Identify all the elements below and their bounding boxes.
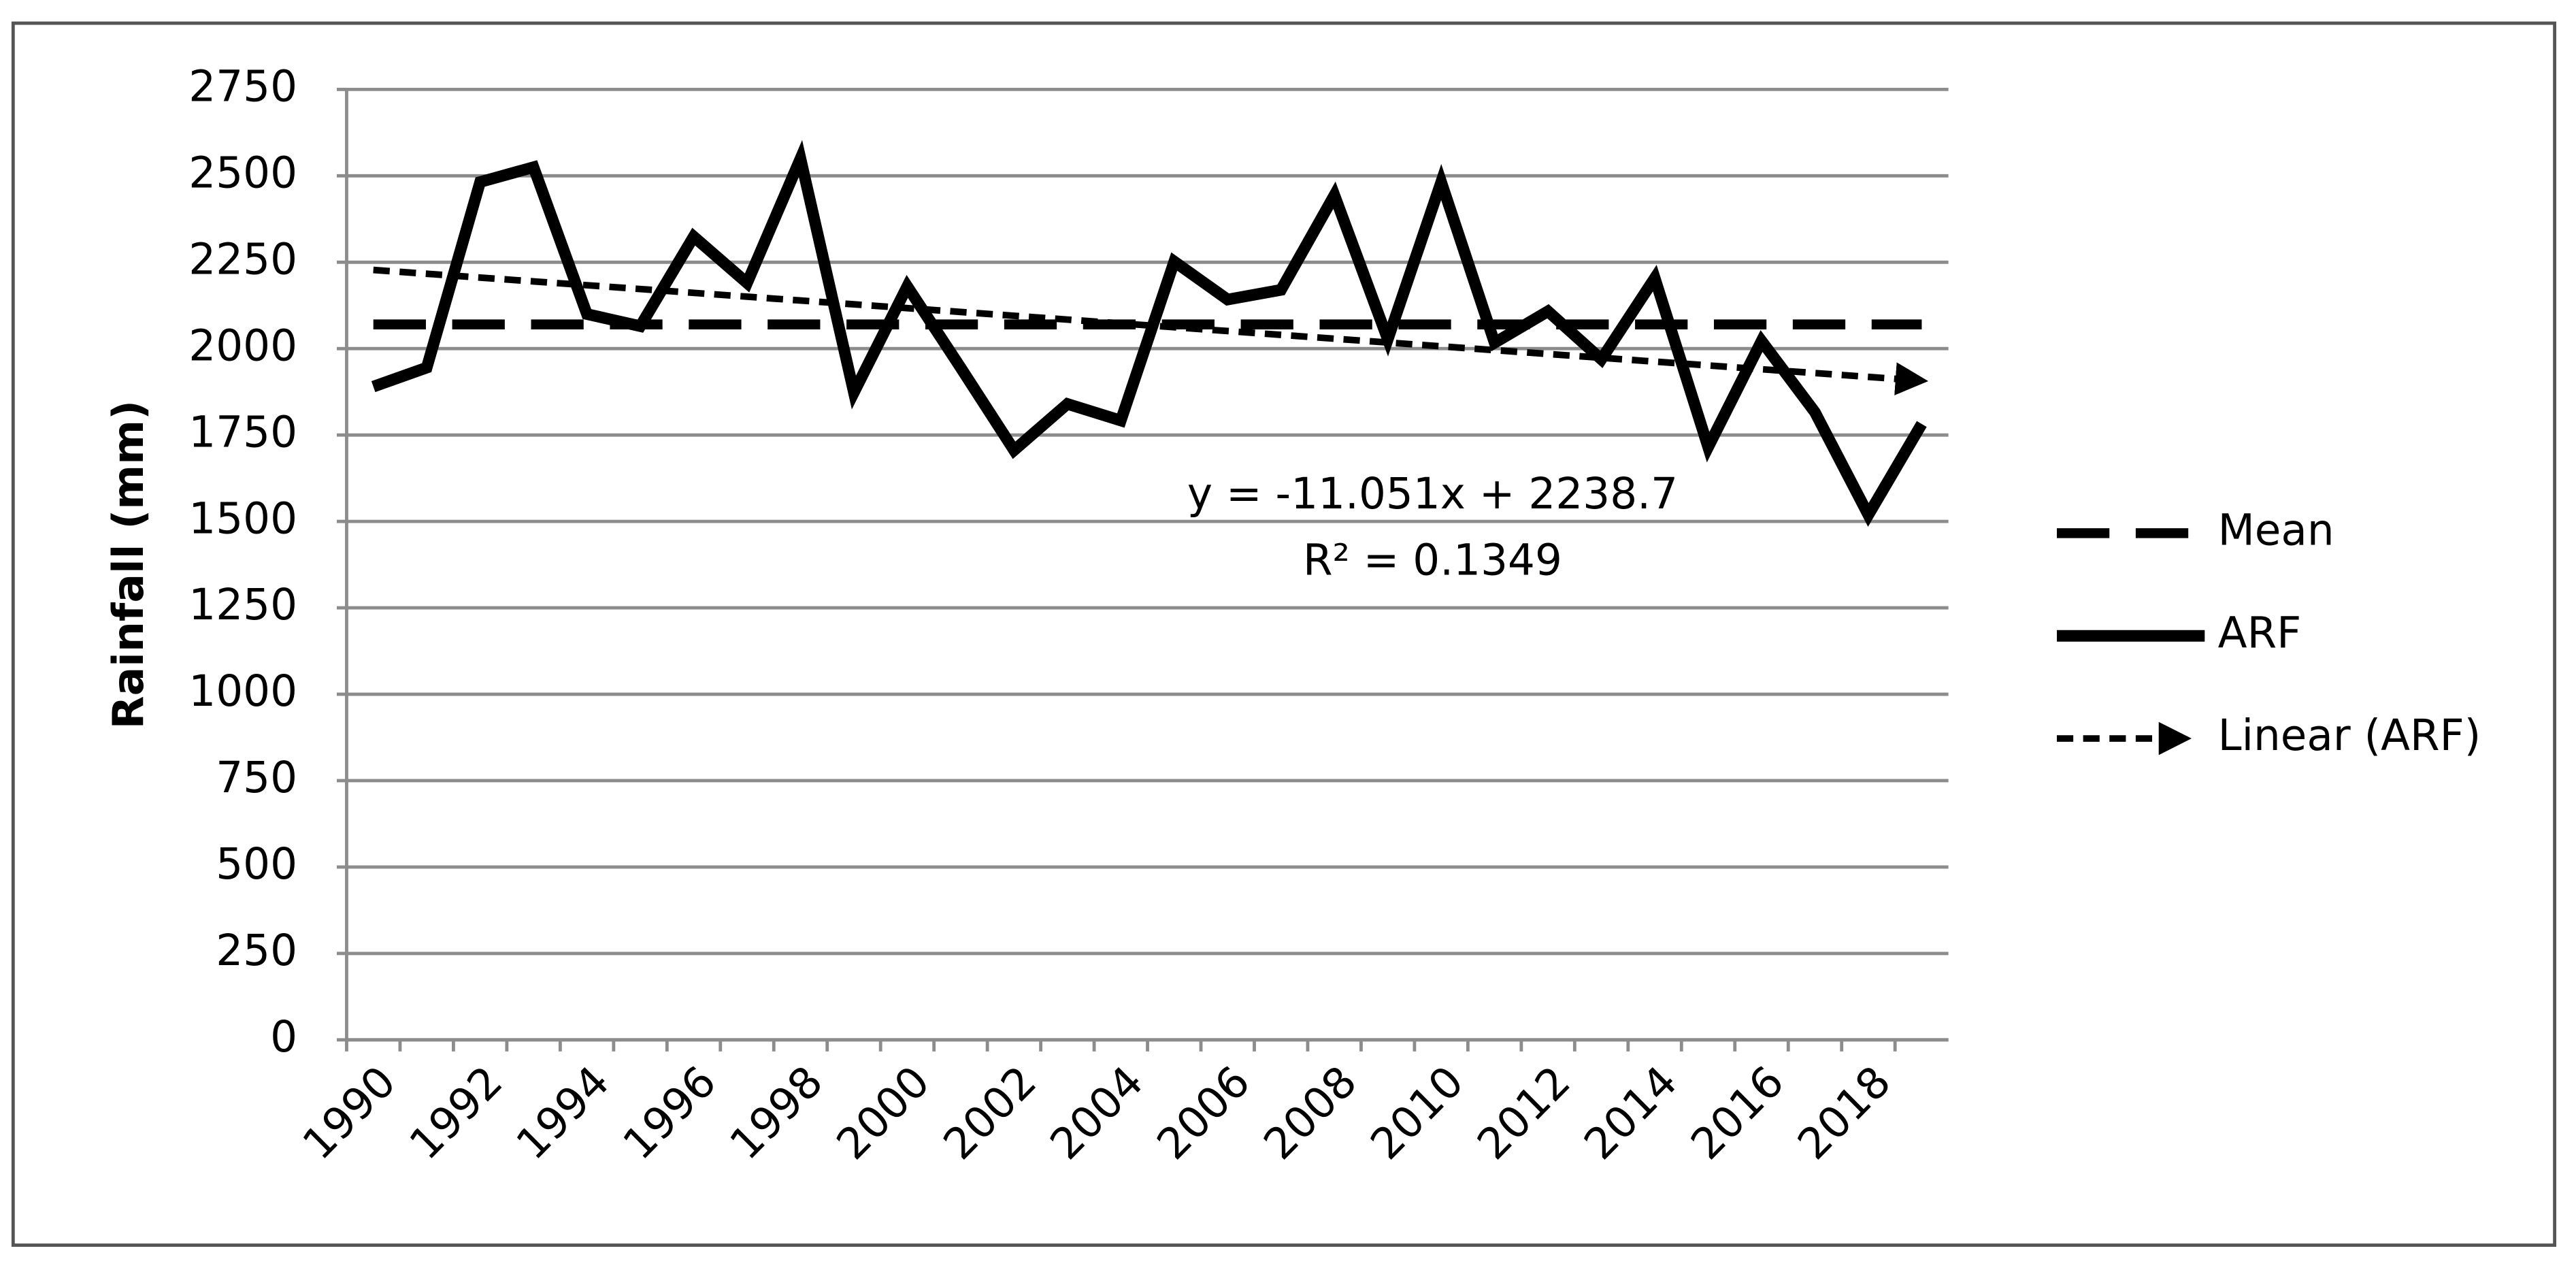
annotation: y = -11.051x + 2238.7: [1187, 469, 1678, 519]
y-tick-label: 1000: [188, 666, 297, 716]
y-tick-label: 1500: [188, 493, 297, 543]
annotation: R² = 0.1349: [1303, 535, 1562, 585]
y-tick-label: 2500: [188, 148, 297, 197]
y-tick-label: 2250: [188, 234, 297, 284]
y-tick-label: 500: [216, 839, 297, 889]
y-tick-label: 250: [216, 926, 297, 975]
legend-label: ARF: [2218, 608, 2302, 657]
legend-label: Linear (ARF): [2218, 711, 2481, 760]
y-tick-label: 1750: [188, 407, 297, 457]
series-line: [373, 266, 1929, 395]
y-axis-label: Rainfall (mm): [103, 400, 153, 729]
legend-label: Mean: [2218, 505, 2334, 555]
y-tick-label: 750: [216, 753, 297, 802]
y-tick-label: 2750: [188, 61, 297, 111]
y-tick-label: 0: [270, 1012, 297, 1062]
y-tick-label: 2000: [188, 321, 297, 370]
series-line: [371, 140, 1927, 527]
y-tick-label: 1250: [188, 580, 297, 630]
